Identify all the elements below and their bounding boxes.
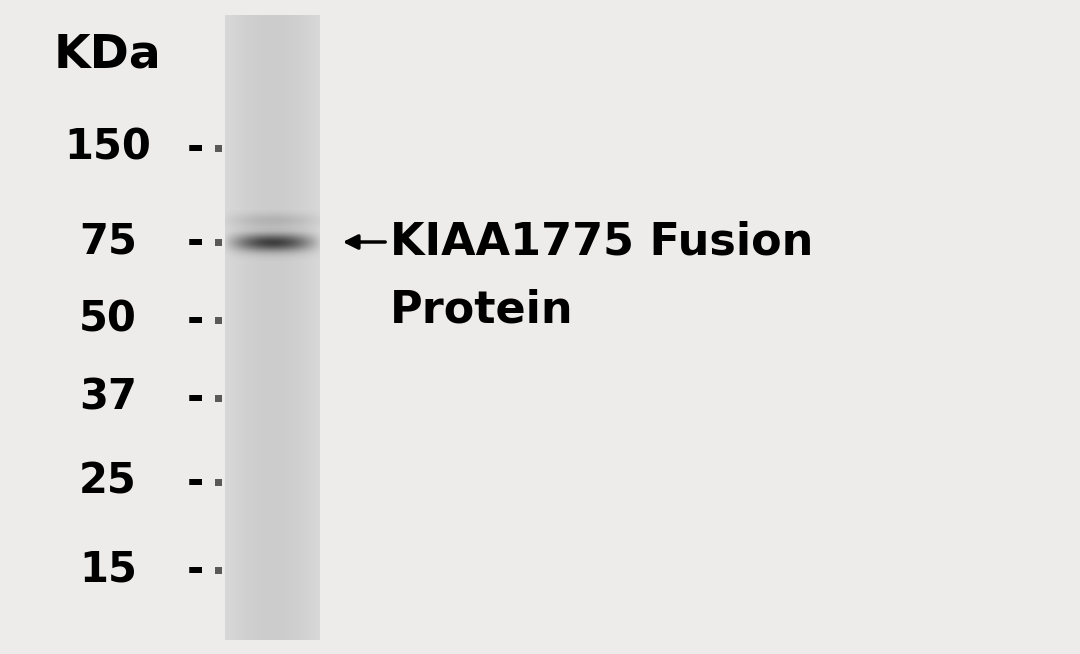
Text: 25: 25 (79, 461, 137, 503)
Bar (215, 566, 221, 574)
Text: 75: 75 (79, 221, 137, 263)
Bar (215, 479, 221, 485)
Text: -: - (187, 221, 204, 263)
Text: 37: 37 (79, 377, 137, 419)
Text: -: - (187, 299, 204, 341)
Text: Protein: Protein (390, 288, 573, 332)
Text: -: - (187, 127, 204, 169)
Text: 150: 150 (65, 127, 151, 169)
Text: KIAA1775 Fusion: KIAA1775 Fusion (390, 220, 813, 264)
Bar (215, 394, 221, 402)
Text: 50: 50 (79, 299, 137, 341)
Text: 15: 15 (79, 549, 137, 591)
Text: -: - (187, 377, 204, 419)
Text: -: - (187, 549, 204, 591)
Bar (215, 239, 221, 245)
Bar (215, 317, 221, 324)
Text: KDa: KDa (54, 33, 162, 78)
Text: -: - (187, 461, 204, 503)
Bar (215, 145, 221, 152)
